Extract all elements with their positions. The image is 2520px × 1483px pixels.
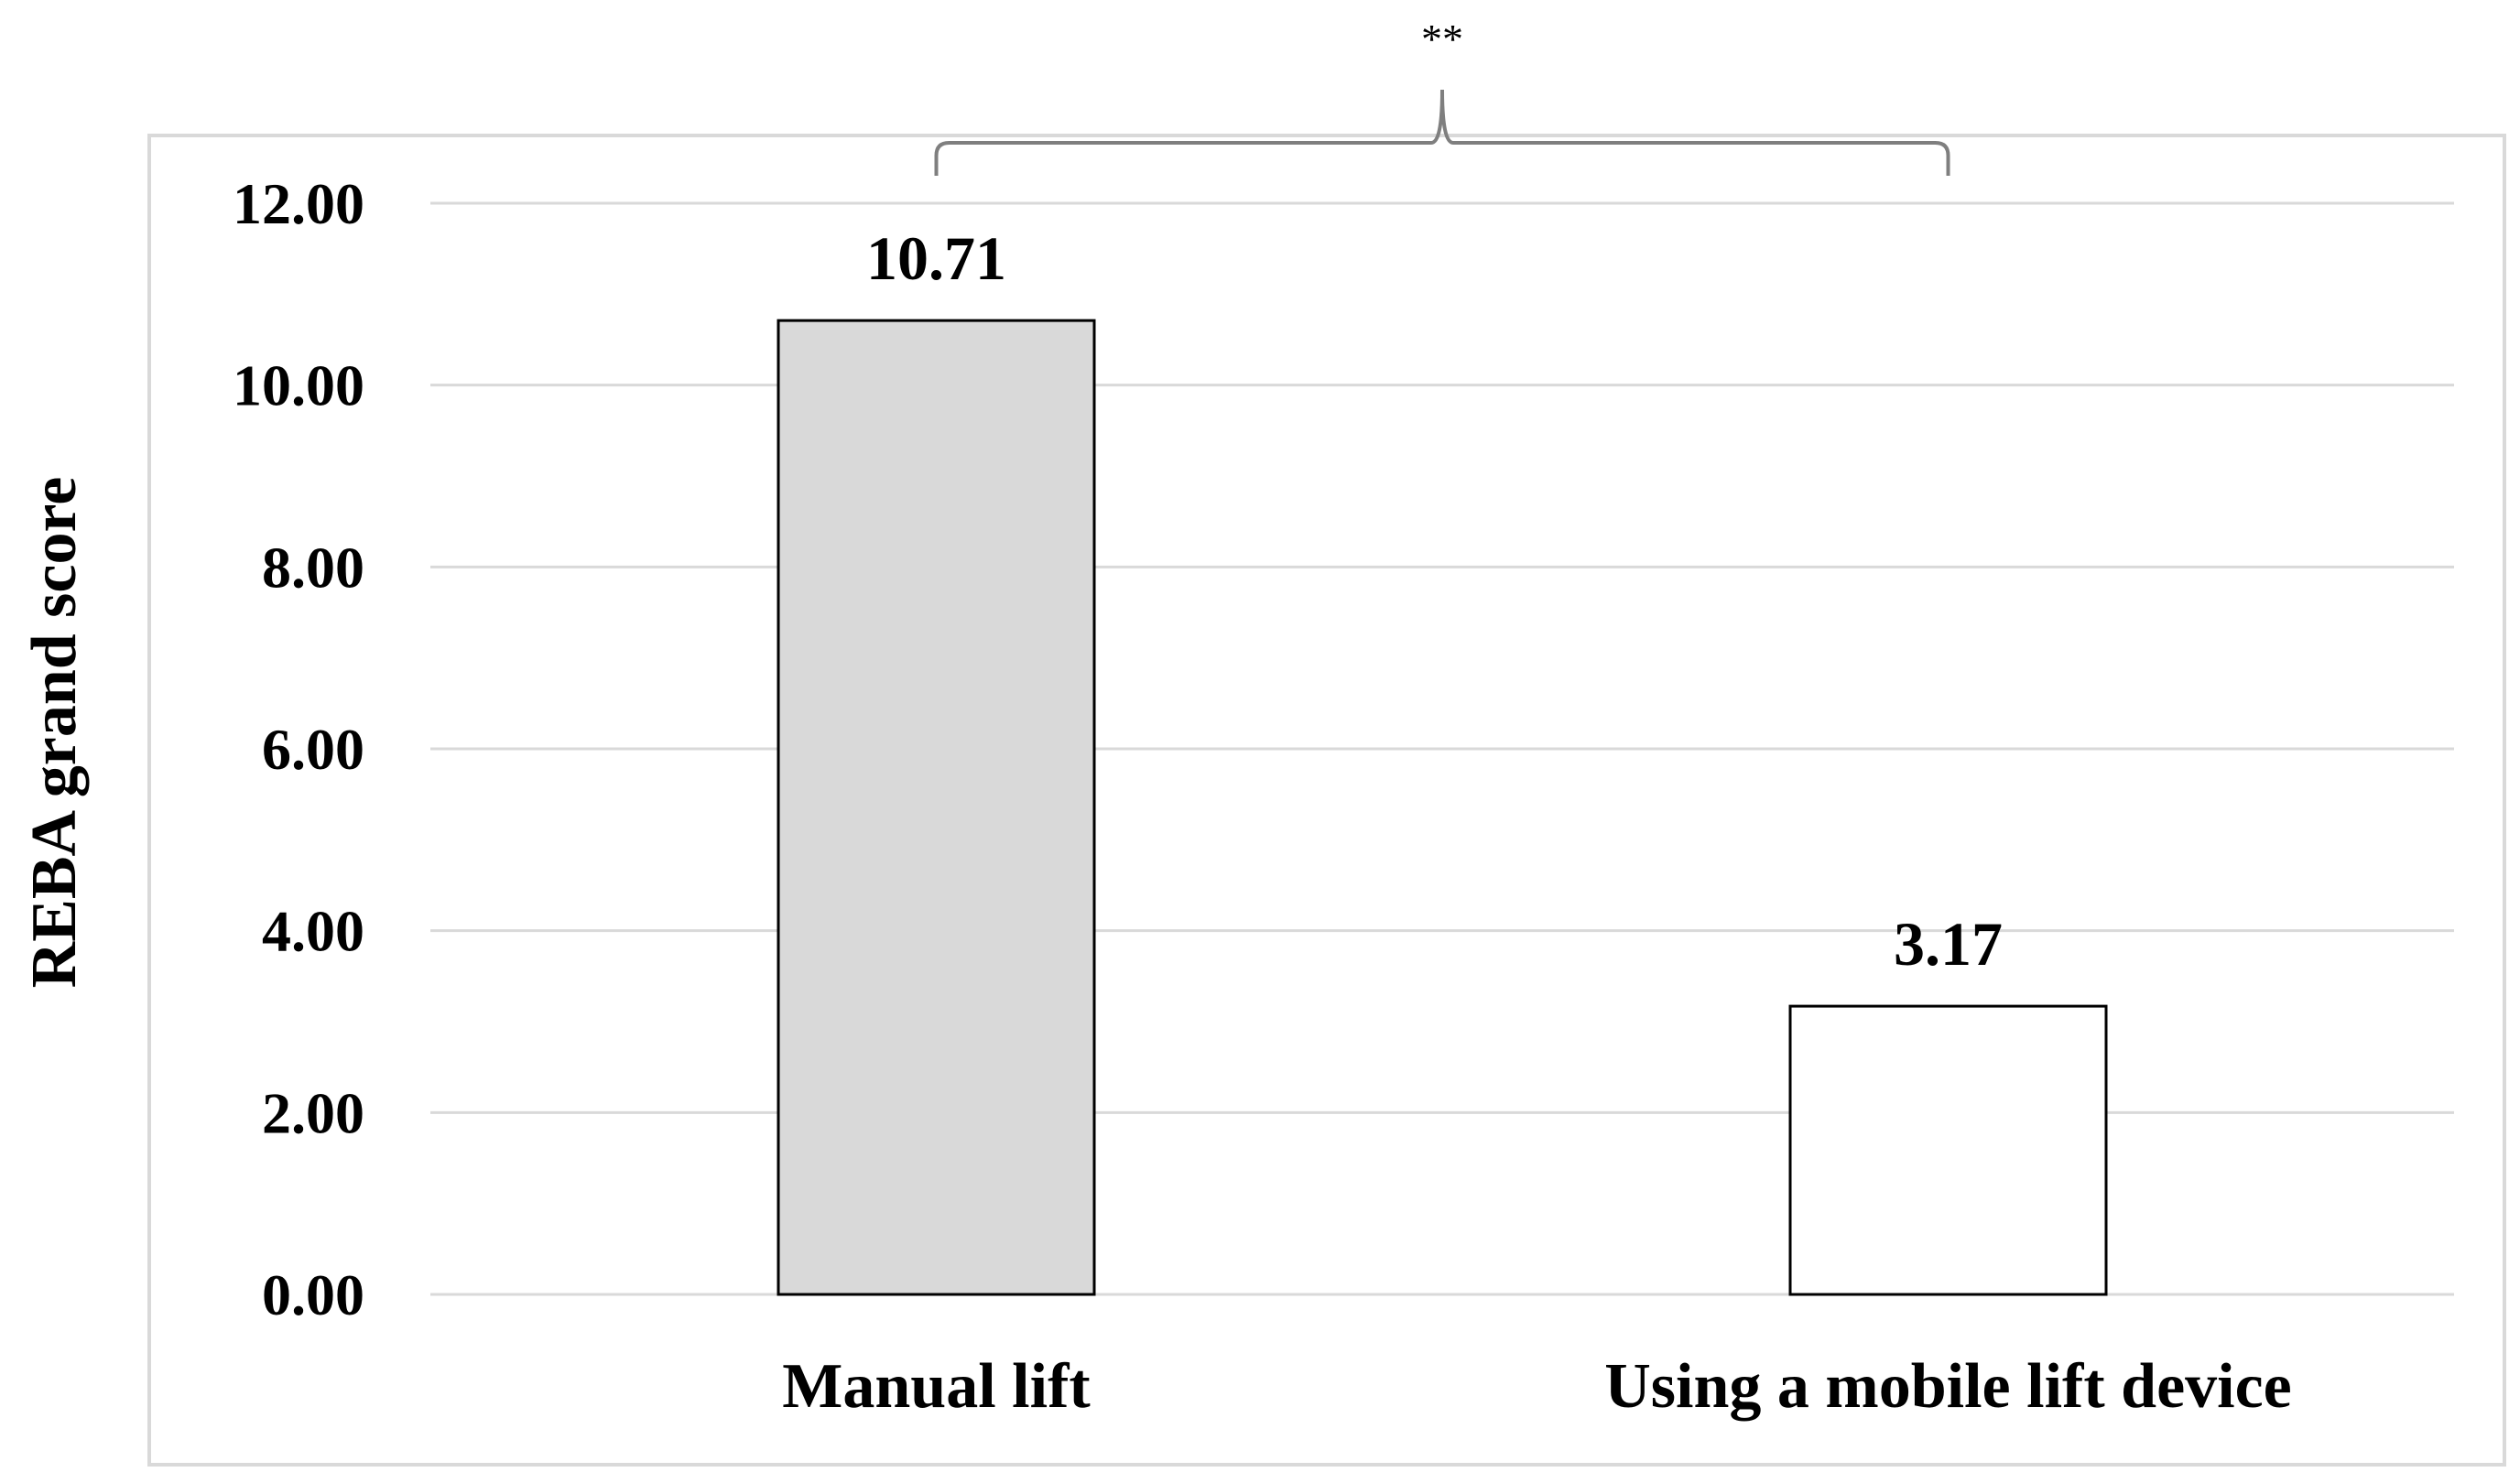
y-tick-label: 0.00 (262, 1262, 364, 1327)
y-axis-ticks: 0.00 2.00 4.00 6.00 8.00 10.00 12.00 (233, 171, 364, 1327)
bar-2 (1788, 1004, 2108, 1296)
bars (777, 319, 2108, 1296)
x-axis-category-labels: Manual lift Using a mobile lift device (782, 1351, 2291, 1422)
brace-path (934, 89, 1950, 176)
gridlines (430, 201, 2454, 1296)
y-tick-label: 2.00 (262, 1080, 364, 1145)
x-category-label: Manual lift (782, 1351, 1090, 1422)
y-tick-label: 6.00 (262, 717, 364, 782)
significance-brace (934, 89, 1950, 176)
x-category-label: Using a mobile lift device (1604, 1351, 2291, 1422)
bar-data-label: 3.17 (1894, 909, 2003, 979)
y-tick-label: 4.00 (262, 899, 364, 964)
y-tick-label: 12.00 (233, 171, 364, 236)
significance-annotation: ** (1421, 16, 1463, 62)
bar-data-labels: 10.71 3.17 (866, 223, 2003, 979)
y-tick-label: 8.00 (262, 535, 364, 600)
y-tick-label: 10.00 (233, 353, 364, 418)
y-axis-title: REBA grand score (19, 477, 90, 989)
bar-1 (777, 319, 1096, 1296)
chart-frame (147, 134, 2506, 1467)
bar-data-label: 10.71 (866, 223, 1006, 293)
